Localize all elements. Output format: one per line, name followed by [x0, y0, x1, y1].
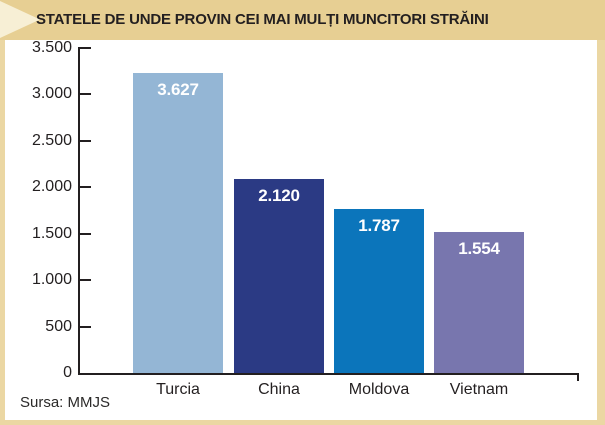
category-label-moldova: Moldova	[348, 381, 410, 398]
y-axis-tick-label: 2.500	[31, 131, 72, 149]
y-axis-tick-label: 3.500	[31, 39, 72, 56]
y-axis-tick	[80, 186, 91, 189]
bar-turcia: 3.627	[133, 73, 223, 373]
y-axis-tick-label: 1.000	[31, 271, 72, 289]
bar-value-label: 3.627	[157, 80, 199, 99]
y-axis-tick-label: 2.000	[31, 178, 72, 196]
bar-vietnam: 1.554	[434, 232, 524, 373]
bar-value-label: 2.120	[258, 186, 300, 205]
y-axis-tick-label: 1.500	[31, 224, 72, 242]
y-axis-tick	[80, 139, 91, 142]
bar-moldova: 1.787	[334, 209, 424, 373]
y-axis-tick	[80, 93, 91, 96]
right-arrow-icon	[0, 1, 40, 38]
y-axis-tick-label: 500	[45, 317, 72, 335]
y-axis-line	[78, 47, 80, 375]
y-axis-tick	[80, 47, 91, 49]
title-bar: STATELE DE UNDE PROVIN CEI MAI MULȚI MUN…	[0, 0, 605, 40]
bar-value-label: 1.554	[458, 239, 500, 258]
y-axis-tick-label: 0	[63, 364, 72, 381]
y-axis-tick	[80, 325, 91, 328]
category-label-china: China	[258, 381, 300, 398]
bar-china: 2.120	[234, 179, 324, 373]
x-axis-end-tick	[577, 373, 579, 381]
y-axis-tick-label: 3.000	[31, 85, 72, 103]
category-label-vietnam: Vietnam	[449, 381, 509, 398]
y-axis-tick	[80, 279, 91, 282]
category-label-turcia: Turcia	[156, 381, 200, 398]
x-axis-line	[78, 373, 579, 375]
page-title: STATELE DE UNDE PROVIN CEI MAI MULȚI MUN…	[36, 11, 489, 28]
source-note: Sursa: MMJS	[20, 394, 111, 411]
bar-value-label: 1.787	[358, 216, 400, 235]
y-axis-tick	[80, 232, 91, 235]
